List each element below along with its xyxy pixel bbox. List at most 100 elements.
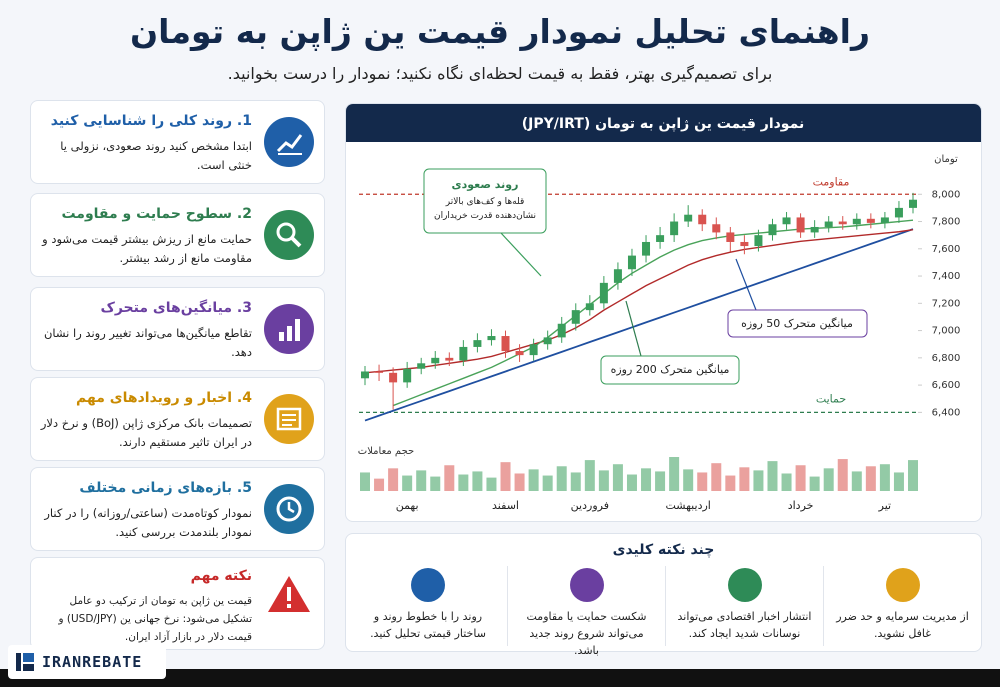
callout-arrow <box>735 258 757 311</box>
volume-bar <box>851 471 862 491</box>
candle-body <box>571 310 580 324</box>
y-tick-label: 7,200 <box>932 298 961 309</box>
volume-bar <box>711 463 722 491</box>
icon <box>569 568 604 602</box>
volume-bar <box>683 469 694 491</box>
candle-body <box>894 207 903 218</box>
brand: IRANREBATE <box>8 645 166 679</box>
x-tick-label: تیر <box>878 499 891 512</box>
candle-body <box>599 282 608 304</box>
candle-body <box>768 224 777 236</box>
card-text: تقاطع میانگین‌ها می‌تواند تغییر روند را … <box>43 326 252 359</box>
icon <box>264 117 314 167</box>
volume-bar <box>360 472 370 491</box>
candle-body <box>417 363 426 369</box>
warning-card: نکته مهم قیمت ین ژاپن به تومان از ترکیب … <box>30 557 325 650</box>
candle-body <box>909 199 917 208</box>
candle-body <box>782 217 791 225</box>
candle-body <box>557 323 566 338</box>
volume-bar <box>626 474 637 491</box>
card-text: نمودار کوتاه‌مدت (ساعتی/روزانه) را در کن… <box>44 506 252 539</box>
volume-bar <box>514 473 525 491</box>
candle-body <box>642 241 651 256</box>
card-text: تصمیمات بانک مرکزی ژاپن (BoJ) و نرخ دلار… <box>40 416 252 449</box>
icon <box>411 568 445 602</box>
callout-box <box>600 355 740 385</box>
volume-bar <box>655 471 666 491</box>
candle-body <box>361 371 369 379</box>
warning-title: نکته مهم <box>190 568 252 584</box>
candle-body <box>712 224 721 233</box>
volume-bar <box>641 468 652 491</box>
y-tick-label: 7,800 <box>932 217 961 228</box>
key-point-text: شکست حمایت یا مقاومت می‌تواند شروع روند … <box>526 610 647 657</box>
candle-body <box>529 344 538 356</box>
key-point-text: روند را با خطوط روند و ساختار قیمتی تحلی… <box>370 610 486 640</box>
volume-bar <box>753 470 764 491</box>
x-tick-label: خرداد <box>788 499 814 512</box>
tip-card: 1. روند کلی را شناسایی کنید ابتدا مشخص ک… <box>30 100 325 184</box>
icon <box>727 568 762 602</box>
volume-bar <box>697 472 708 491</box>
candle-body <box>824 221 833 227</box>
volume-bar <box>458 474 469 491</box>
volume-bar <box>416 470 427 491</box>
volume-bar <box>781 473 792 491</box>
candle-body <box>838 221 847 225</box>
y-tick-label: 6,800 <box>932 353 961 364</box>
y-tick-label: 6,400 <box>932 407 961 418</box>
candle-body <box>698 214 707 225</box>
callout-title: روند صعودی <box>452 178 519 191</box>
moving-average <box>392 219 914 407</box>
volume-bar <box>528 469 539 491</box>
x-tick-label: اسفند <box>492 499 519 512</box>
candle-body <box>515 351 524 356</box>
warning-text: قیمت ین ژاپن به تومان از ترکیب دو عامل ت… <box>58 595 252 643</box>
volume-bar <box>570 472 581 491</box>
volume-bar <box>444 465 455 491</box>
volume-bar <box>893 472 904 491</box>
callout-box <box>423 168 547 234</box>
candle-body <box>375 371 384 373</box>
key-point-text: انتشار اخبار اقتصادی می‌تواند نوسانات شد… <box>677 610 812 640</box>
tip-card: 3. میانگین‌های متحرک تقاطع میانگین‌ها می… <box>30 287 325 371</box>
callout-arrow <box>500 232 542 277</box>
key-points-title: چند نکته کلیدی <box>612 542 715 558</box>
volume-bar <box>584 460 595 491</box>
volume-bar <box>809 476 820 491</box>
callout-label: میانگین متحرک 200 روزه <box>611 363 730 376</box>
volume-bar <box>612 464 623 491</box>
candle-body <box>389 372 398 383</box>
tip-card: 4. اخبار و رویدادهای مهم تصمیمات بانک مر… <box>30 377 325 461</box>
icon <box>264 484 314 534</box>
candle-body <box>726 232 735 242</box>
card-title: 5. بازه‌های زمانی مختلف <box>79 480 252 496</box>
volume-bar <box>865 466 876 491</box>
candle-body <box>585 303 594 311</box>
candle-body <box>656 235 665 242</box>
chart-header <box>346 104 981 142</box>
candle-body <box>852 218 861 225</box>
moving-average <box>364 229 914 374</box>
volume-bar <box>388 468 399 491</box>
tip-card: 2. سطوح حمایت و مقاومت حمایت مانع از ریز… <box>30 193 325 277</box>
card-title: 1. روند کلی را شناسایی کنید <box>50 113 252 129</box>
volume-bar <box>430 476 441 491</box>
candle-body <box>473 340 482 347</box>
candle-body <box>445 357 454 361</box>
candle-body <box>403 368 412 383</box>
x-tick-label: اردیبهشت <box>666 499 711 512</box>
candle-body <box>684 214 693 222</box>
key-point: روند را با خطوط روند و ساختار قیمتی تحلی… <box>349 566 507 646</box>
y-tick-label: 7,000 <box>932 326 961 337</box>
candle-body <box>670 221 679 236</box>
candle-body <box>796 217 805 233</box>
callout-arrow <box>625 300 642 357</box>
card-title: 3. میانگین‌های متحرک <box>100 300 252 316</box>
chart-panel: نمودار قیمت ین ژاپن به تومان (JPY/IRT) ت… <box>345 103 982 522</box>
support-label: حمایت <box>816 392 846 405</box>
volume-bar <box>374 478 385 491</box>
candle-body <box>543 337 552 345</box>
volume-bar <box>823 468 834 491</box>
subtitle: برای تصمیم‌گیری بهتر، فقط به قیمت لحظه‌ا… <box>227 64 773 83</box>
